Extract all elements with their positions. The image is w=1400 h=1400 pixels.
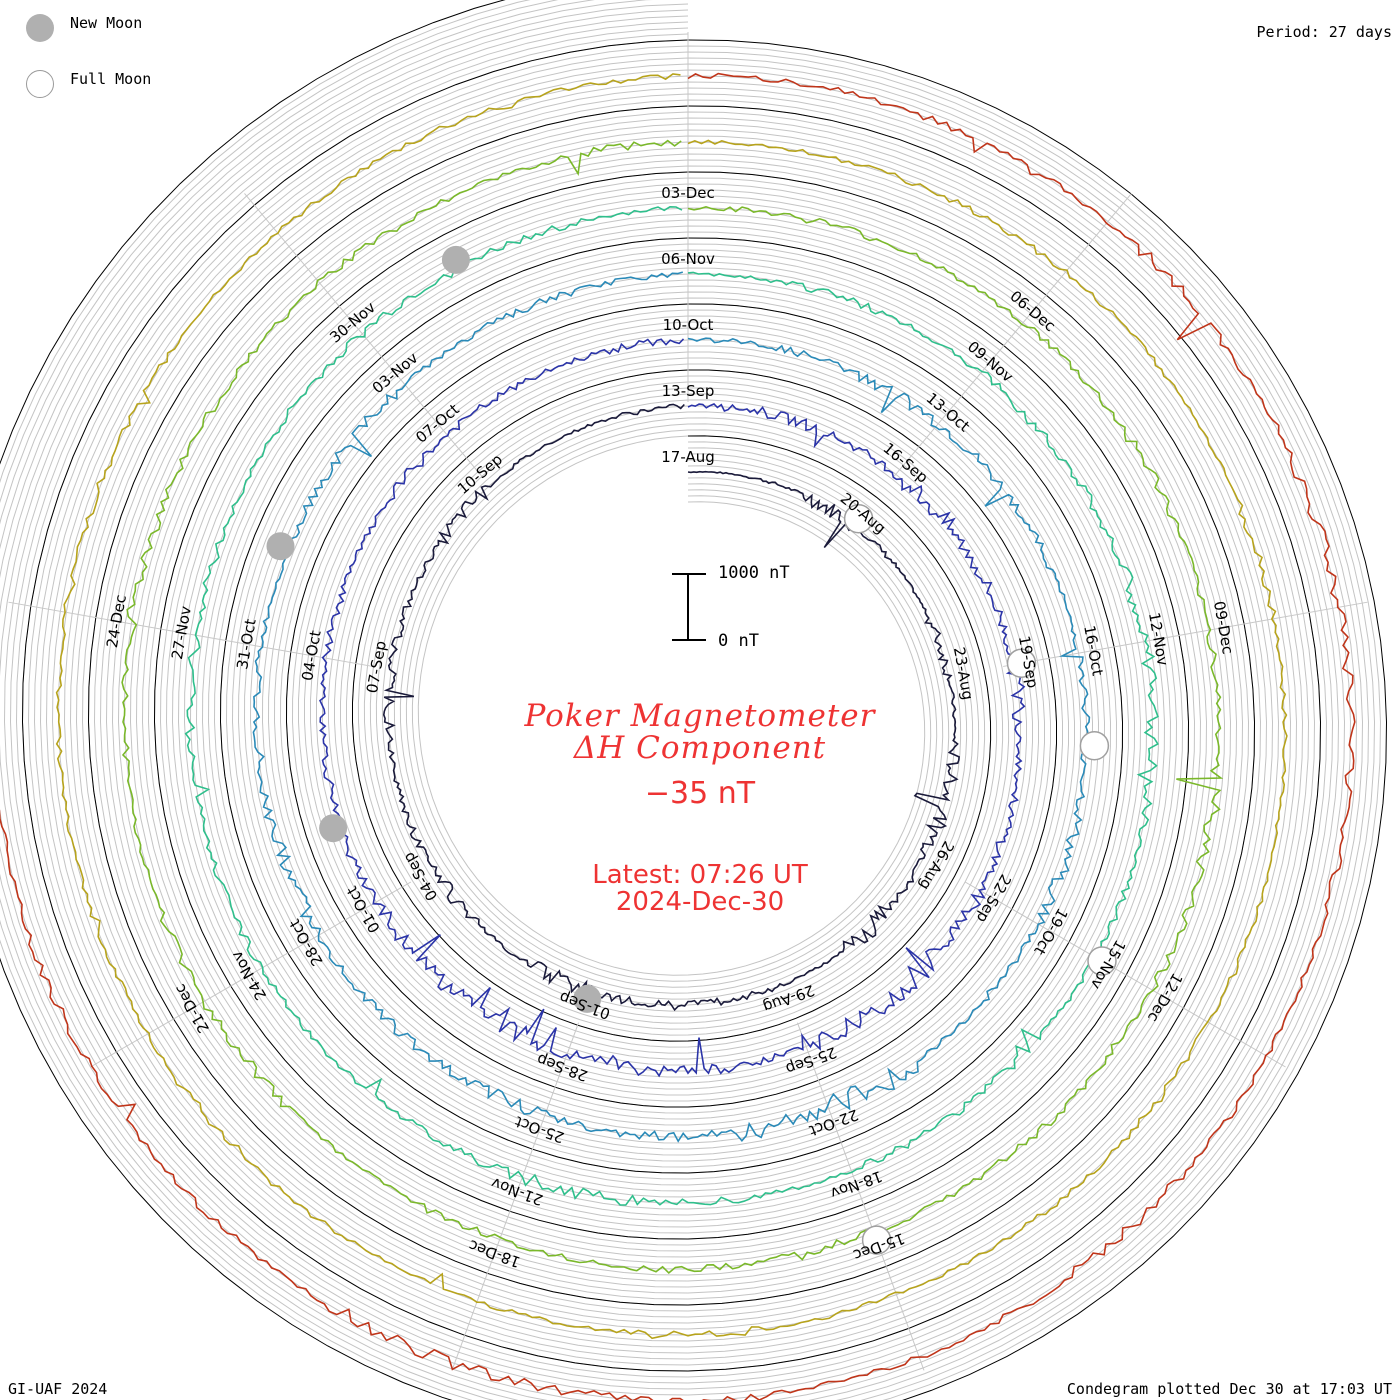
date-label: 06-Nov	[661, 250, 715, 268]
grid-spoke	[893, 193, 1132, 478]
scale-bottom-label: 0 nT	[718, 631, 759, 651]
rotation-trace	[252, 271, 1091, 1143]
full-moon-marker	[843, 503, 874, 534]
date-label: 29-Aug	[761, 981, 817, 1016]
full-moon-marker	[1006, 648, 1037, 678]
grid-spiral	[9, 27, 1334, 1384]
date-label: 30-Nov	[326, 298, 379, 346]
grid-spoke	[451, 1022, 580, 1371]
date-label: 18-Nov	[828, 1167, 885, 1202]
rotation-trace	[55, 73, 1288, 1340]
trace-layer	[0, 72, 1356, 1400]
grid-spoke	[8, 601, 373, 667]
grid-spoke	[244, 193, 483, 478]
new-moon-marker	[266, 532, 295, 561]
grid-spiral	[3, 21, 1340, 1390]
full-moon-marker	[1087, 946, 1117, 976]
date-label: 25-Oct	[513, 1112, 567, 1146]
current-value: −35 nT	[644, 776, 756, 811]
scale-top-label: 1000 nT	[718, 563, 790, 583]
date-label: 13-Sep	[662, 382, 715, 400]
baseline-spiral	[87, 105, 1256, 1306]
grid-spiral	[0, 15, 1346, 1396]
plotted-timestamp: Condegram plotted Dec 30 at 17:03 UT	[1066, 1380, 1392, 1398]
full-moon-label: Full Moon	[70, 70, 152, 88]
grid-spoke	[796, 1022, 925, 1371]
baseline-spiral	[285, 303, 1057, 1108]
rotation-trace	[121, 139, 1224, 1274]
date-label: 28-Sep	[534, 1050, 590, 1085]
full-moon-icon	[26, 70, 54, 98]
date-label: 03-Dec	[661, 184, 715, 202]
credit-label: GI-UAF 2024	[8, 1380, 108, 1398]
latest-date: 2024-Dec-30	[615, 887, 785, 917]
date-label: 10-Oct	[663, 316, 714, 334]
new-moon-icon	[26, 14, 54, 42]
date-label: 13-Oct	[923, 389, 974, 436]
date-label: 18-Dec	[466, 1236, 522, 1271]
new-moon-label: New Moon	[70, 14, 143, 32]
grid-spiral	[15, 33, 1328, 1378]
moon-layer	[266, 245, 1117, 1255]
full-moon-marker	[1079, 730, 1110, 761]
date-label: 25-Sep	[783, 1043, 839, 1078]
rotation-trace	[184, 205, 1159, 1206]
grid-spoke	[90, 881, 412, 1068]
new-moon-marker	[573, 984, 602, 1013]
grid-spiral	[0, 3, 1358, 1400]
date-label: 10-Sep	[454, 450, 506, 498]
baseline-spiral	[352, 369, 992, 1042]
chart-title-line1: Poker Magnetometer	[524, 698, 876, 734]
rotation-trace	[0, 72, 1356, 1400]
full-moon-marker	[861, 1225, 892, 1255]
baseline-spiral	[153, 171, 1190, 1240]
date-label: 16-Sep	[880, 439, 932, 487]
scale-bar	[672, 573, 706, 641]
chart-title-line2: ΔH Component	[573, 730, 827, 766]
grid-spoke	[964, 881, 1286, 1068]
grid-spiral	[0, 0, 1364, 1400]
date-label: 07-Oct	[412, 400, 463, 447]
date-label: 21-Dec	[171, 981, 213, 1036]
date-label: 17-Aug	[661, 448, 714, 466]
rotation-trace	[319, 338, 1026, 1078]
baseline-spiral	[21, 39, 1322, 1372]
period-label: Period: 27 days	[1256, 23, 1392, 41]
date-label: 22-Oct	[807, 1105, 861, 1139]
grid-spiral	[0, 0, 1370, 1400]
new-moon-marker	[319, 814, 348, 843]
rotation-trace	[382, 403, 960, 1012]
new-moon-marker	[441, 245, 470, 274]
latest-time: Latest: 07:26 UT	[592, 860, 808, 890]
baseline-spiral	[219, 237, 1124, 1174]
